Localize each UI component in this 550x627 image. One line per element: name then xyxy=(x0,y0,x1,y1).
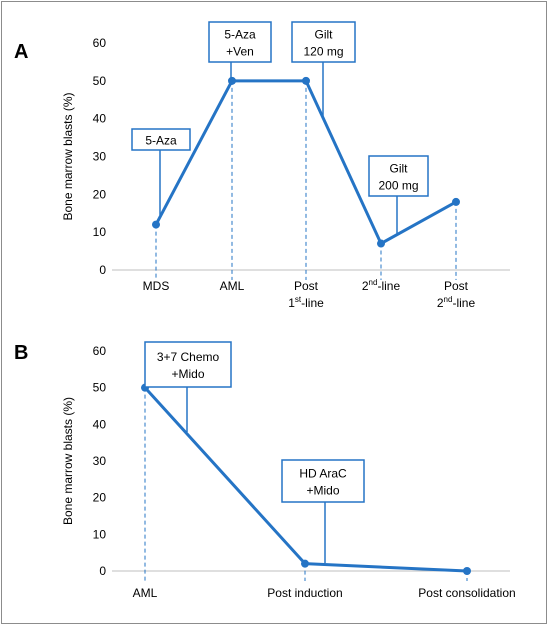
y-tick-label: 40 xyxy=(93,112,107,126)
x-category-superscript: nd xyxy=(444,295,453,304)
data-point xyxy=(301,559,309,568)
x-category-superscript: st xyxy=(295,295,302,304)
x-category-text: -line xyxy=(377,279,400,293)
x-category-label: AML xyxy=(220,279,245,293)
x-category-label: MDS xyxy=(143,279,170,293)
annotation-text: 3+7 Chemo xyxy=(157,350,220,364)
x-category-text: -line xyxy=(301,296,324,310)
x-category-text: AML xyxy=(220,279,245,293)
annotation-box xyxy=(131,128,191,151)
x-category-text: Post induction xyxy=(267,586,342,600)
data-point xyxy=(452,197,460,206)
data-point xyxy=(228,76,236,85)
x-category-text: AML xyxy=(133,586,158,600)
annotation-box xyxy=(291,21,356,63)
x-category-text: Post xyxy=(294,279,319,293)
y-tick-label: 60 xyxy=(93,344,107,358)
annotation-text: +Mido xyxy=(306,484,339,498)
data-point xyxy=(377,239,385,248)
annotation-text: Gilt xyxy=(315,28,334,42)
x-category-label: Post xyxy=(444,279,469,293)
x-category-text: 1 xyxy=(288,296,295,310)
annotation-box xyxy=(368,155,429,197)
panel-label: B xyxy=(14,342,28,364)
x-category-text: -line xyxy=(452,296,475,310)
x-category-superscript: nd xyxy=(369,278,378,287)
y-tick-label: 30 xyxy=(93,150,107,164)
annotation-box xyxy=(281,459,365,503)
annotation-text: 5-Aza xyxy=(224,28,256,42)
y-tick-label: 20 xyxy=(93,491,107,505)
y-tick-label: 10 xyxy=(93,225,107,239)
y-tick-label: 50 xyxy=(93,381,107,395)
annotation-text: 5-Aza xyxy=(145,134,177,148)
annotation-text: +Ven xyxy=(226,45,254,59)
x-category-label: Post xyxy=(294,279,319,293)
x-category-text: Post xyxy=(444,279,469,293)
x-category-text: Post consolidation xyxy=(418,586,515,600)
x-category-text: MDS xyxy=(143,279,170,293)
x-category-text: 2 xyxy=(362,279,369,293)
panel-label: A xyxy=(14,41,28,63)
y-tick-label: 60 xyxy=(93,36,107,50)
x-category-label: Post consolidation xyxy=(418,586,515,600)
data-point xyxy=(463,567,471,575)
y-tick-label: 40 xyxy=(93,417,107,431)
x-category-label: 2nd-line xyxy=(362,278,401,293)
annotation-text: +Mido xyxy=(171,367,204,381)
x-category-label-line2: 2nd-line xyxy=(437,295,476,310)
y-tick-label: 0 xyxy=(99,263,106,277)
annotation-text: 120 mg xyxy=(303,45,343,59)
annotation-box xyxy=(208,21,272,63)
annotation-text: Gilt xyxy=(390,162,409,176)
annotation-text: 200 mg xyxy=(378,179,418,193)
y-tick-label: 20 xyxy=(93,187,107,201)
y-axis-title: Bone marrow blasts (%) xyxy=(61,397,75,525)
x-category-label: AML xyxy=(133,586,158,600)
y-tick-label: 0 xyxy=(99,564,106,578)
data-point xyxy=(302,76,310,85)
y-tick-label: 50 xyxy=(93,74,107,88)
x-category-label: Post induction xyxy=(267,586,342,600)
x-category-label-line2: 1st-line xyxy=(288,295,324,310)
x-category-text: 2 xyxy=(437,296,444,310)
y-tick-label: 10 xyxy=(93,527,107,541)
y-tick-label: 30 xyxy=(93,454,107,468)
annotation-box xyxy=(144,341,232,388)
y-axis-title: Bone marrow blasts (%) xyxy=(61,92,75,220)
data-point xyxy=(152,220,160,229)
annotation-text: HD AraC xyxy=(299,467,347,481)
